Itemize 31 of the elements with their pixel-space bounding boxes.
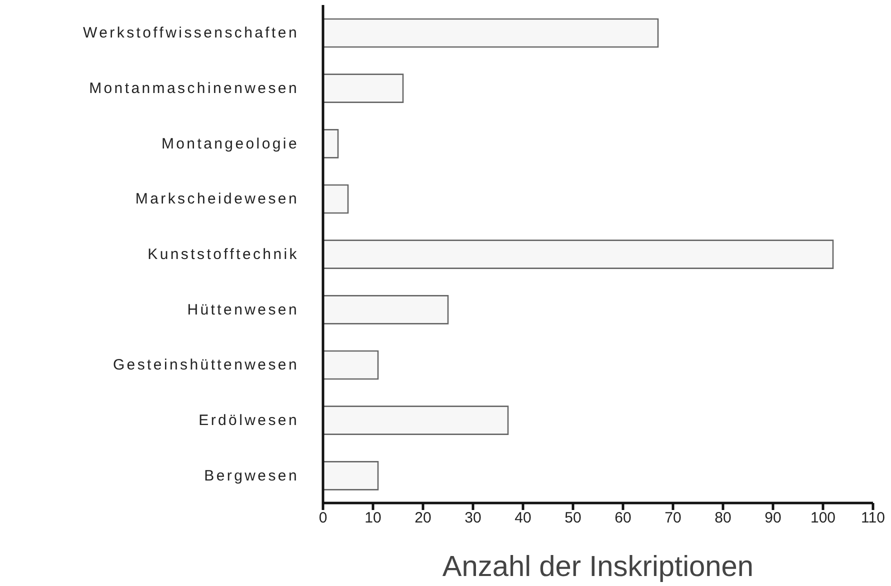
- bar: [323, 295, 449, 324]
- bar: [323, 184, 349, 214]
- y-tick-label: Werkstoffwissenschaften: [83, 24, 299, 42]
- x-tick-label: 40: [514, 510, 532, 527]
- x-tick-label: 110: [861, 510, 885, 527]
- x-tick-label: 60: [614, 510, 632, 527]
- x-tick-label: 50: [564, 510, 582, 527]
- y-tick-label: Bergwesen: [204, 467, 299, 484]
- x-tick-label: 10: [364, 510, 382, 527]
- y-tick-label: Montangeologie: [161, 135, 299, 152]
- x-tick-label: 30: [464, 510, 482, 527]
- x-tick-label: 0: [318, 510, 328, 527]
- x-tick-label: 80: [714, 510, 732, 527]
- bar: [323, 240, 834, 269]
- y-tick-label: Hüttenwesen: [187, 301, 299, 318]
- bar: [323, 18, 659, 48]
- x-tick-label: 70: [664, 510, 682, 527]
- bar: [323, 129, 339, 158]
- x-tick-label: 100: [810, 510, 836, 527]
- y-tick-label: Montanmaschinenwesen: [89, 80, 299, 97]
- bar: [323, 461, 379, 490]
- x-tick-label: 20: [414, 510, 432, 527]
- y-tick-label: Erdölwesen: [198, 412, 299, 429]
- y-tick-label: Gesteinshüttenwesen: [112, 356, 299, 374]
- bar: [323, 350, 379, 380]
- x-axis-title: Anzahl der Inskriptionen: [442, 551, 754, 583]
- bar: [323, 74, 404, 103]
- x-tick-label: 90: [764, 510, 782, 527]
- bar: [323, 406, 509, 435]
- y-tick-label: Markscheidewesen: [135, 190, 299, 208]
- y-tick-label: Kunststofftechnik: [148, 246, 299, 263]
